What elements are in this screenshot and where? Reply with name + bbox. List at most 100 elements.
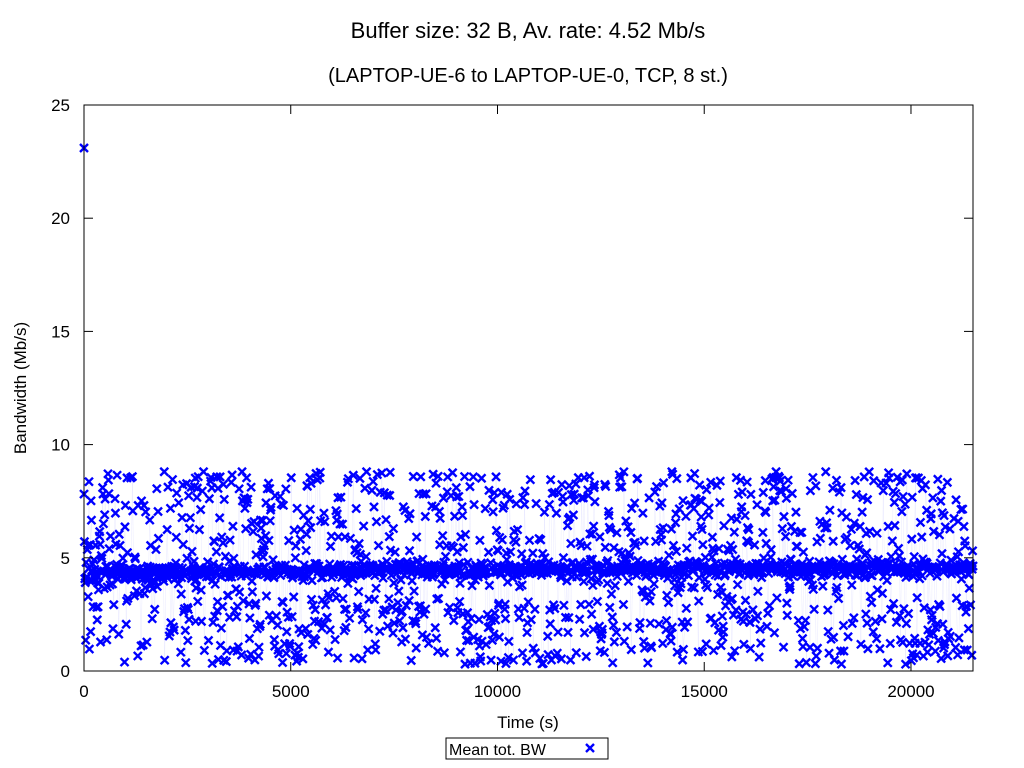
data-point [325, 625, 335, 635]
data-point [585, 529, 595, 539]
data-point [563, 612, 574, 623]
data-point [182, 553, 192, 564]
connector-line [456, 487, 458, 608]
data-point [909, 551, 920, 562]
data-point [666, 466, 677, 477]
data-point [361, 466, 372, 477]
connector-line [215, 476, 217, 573]
legend-box [445, 737, 609, 760]
data-point [674, 504, 685, 514]
data-point [697, 646, 708, 657]
connector-line [237, 488, 240, 569]
data-point [377, 468, 387, 478]
data-point [942, 477, 953, 488]
data-point [885, 604, 896, 615]
data-point [503, 652, 514, 663]
connector-line [281, 504, 283, 663]
y-axis: 0 5 10 15 20 25 [51, 96, 973, 681]
data-point [525, 474, 536, 485]
data-point [846, 580, 857, 590]
data-point [180, 625, 191, 636]
data-point [673, 587, 683, 598]
connector-line [518, 586, 520, 609]
connector-line [859, 568, 862, 645]
connector-line [516, 575, 519, 609]
data-point [846, 524, 857, 535]
data-point [305, 522, 316, 533]
data-point [707, 532, 718, 543]
data-point [380, 605, 391, 615]
data-point [558, 497, 568, 507]
data-point [228, 521, 238, 532]
data-point [460, 529, 471, 540]
connector-line [741, 506, 744, 613]
data-point [945, 631, 956, 642]
data-point [755, 638, 766, 648]
data-point [81, 557, 91, 568]
data-point [215, 472, 225, 482]
connector-line [139, 593, 142, 646]
data-point [336, 492, 346, 503]
data-point [423, 638, 434, 649]
connector-line [426, 568, 428, 638]
data-point [406, 655, 417, 666]
data-point [543, 649, 553, 660]
data-point [535, 653, 545, 664]
data-point [649, 579, 659, 589]
data-point [944, 524, 955, 534]
data-point [307, 575, 317, 586]
data-point [345, 533, 356, 544]
data-point [937, 619, 948, 630]
data-point [119, 657, 130, 667]
data-point [521, 656, 532, 666]
data-point [457, 510, 468, 521]
data-point [453, 491, 464, 502]
data-point [461, 635, 472, 646]
data-point [175, 647, 186, 658]
data-point [729, 527, 740, 538]
data-point [272, 620, 283, 630]
data-point [896, 506, 907, 517]
data-point [381, 514, 391, 525]
connector-line [253, 521, 256, 606]
data-point [415, 600, 426, 611]
data-point [104, 543, 115, 554]
data-point [697, 524, 707, 535]
data-point [301, 545, 311, 556]
connector-line [643, 572, 646, 642]
connector-line [365, 572, 368, 613]
data-point [600, 481, 611, 492]
data-point [894, 610, 905, 621]
data-point [798, 547, 809, 557]
data-point [418, 489, 429, 499]
data-point [587, 529, 597, 539]
data-point [98, 518, 109, 529]
data-point [595, 532, 605, 542]
y-tick-label: 25 [51, 96, 70, 115]
data-point [271, 611, 282, 621]
data-point [132, 651, 143, 661]
connector-line [415, 537, 417, 622]
data-point [889, 497, 900, 508]
data-point [516, 549, 527, 559]
data-point [957, 504, 968, 514]
data-point [238, 596, 249, 606]
data-point [906, 534, 917, 544]
connector-line [696, 562, 699, 652]
data-point [204, 493, 215, 504]
data-point [420, 511, 431, 522]
data-point [290, 541, 301, 551]
data-point [315, 467, 326, 478]
data-point [891, 617, 902, 628]
data-point [638, 586, 649, 597]
data-point [574, 614, 585, 625]
data-point [952, 649, 963, 660]
data-point [551, 508, 562, 519]
data-point [841, 512, 852, 522]
data-point [928, 493, 938, 503]
connector-line [505, 494, 508, 664]
connector-line [901, 496, 904, 512]
data-point [542, 631, 553, 642]
data-point [490, 615, 501, 625]
data-point [86, 495, 96, 506]
